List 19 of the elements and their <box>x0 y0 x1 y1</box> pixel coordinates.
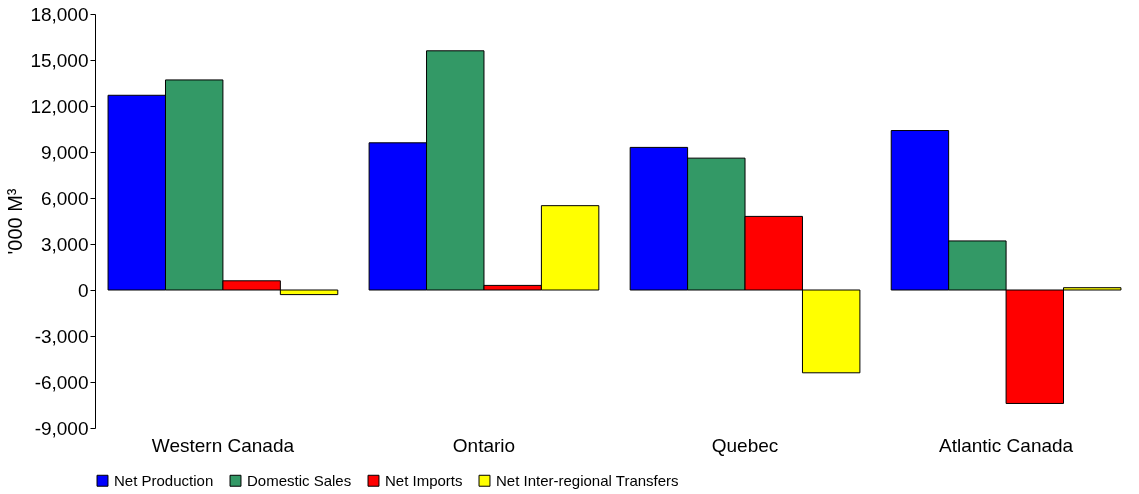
legend-label: Domestic Sales <box>247 471 352 489</box>
x-tick-label: Western Canada <box>151 434 295 456</box>
legend-label: Net Production <box>114 471 214 489</box>
y-tick-label: 0 <box>77 279 89 301</box>
y-tick-label: 3,000 <box>40 233 89 255</box>
legend-label: Net Imports <box>385 471 463 489</box>
x-tick-label: Ontario <box>452 434 516 456</box>
y-tick-label: -9,000 <box>34 417 89 439</box>
x-tick-label: Quebec <box>711 434 779 456</box>
y-tick-label: -6,000 <box>34 371 89 393</box>
y-tick-label: 6,000 <box>40 187 89 209</box>
y-tick-label: -3,000 <box>34 325 89 347</box>
legend-label: Net Inter-regional Transfers <box>496 471 679 489</box>
y-tick-label: 15,000 <box>30 49 89 71</box>
y-tick-label: 12,000 <box>30 95 89 117</box>
x-tick-label: Atlantic Canada <box>939 434 1074 456</box>
y-tick-label: 18,000 <box>30 3 89 25</box>
y-axis-title: '000 M³ <box>4 188 27 255</box>
y-tick-label: 9,000 <box>40 141 89 163</box>
